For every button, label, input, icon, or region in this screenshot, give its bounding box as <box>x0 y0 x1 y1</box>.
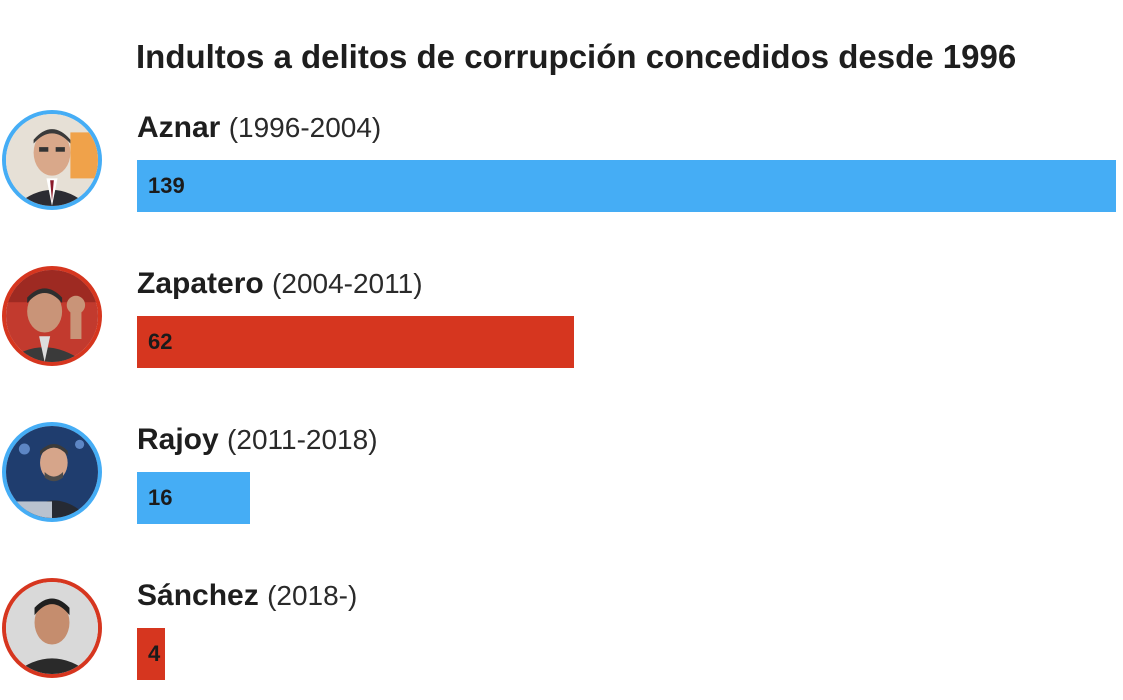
chart-row-sanchez: Sánchez (2018-) 4 <box>0 573 1123 693</box>
chart-title: Indultos a delitos de corrupción concedi… <box>136 38 1017 75</box>
period-aznar: (1996-2004) <box>228 112 382 143</box>
name-line-rajoy: Rajoy (2011-2018) <box>137 423 378 457</box>
period-zapatero: (2004-2011) <box>272 268 423 299</box>
name-line-sanchez: Sánchez (2018-) <box>137 579 357 613</box>
avatar-sanchez <box>2 578 102 678</box>
portrait-aznar-icon <box>6 114 98 206</box>
chart-row-aznar: Aznar (1996-2004) 139 <box>0 105 1123 225</box>
bar-label-aznar: 139 <box>148 173 185 198</box>
name-line-zapatero: Zapatero (2004-2011) <box>137 267 423 301</box>
avatar-rajoy <box>2 422 102 522</box>
bar-zapatero <box>137 316 574 368</box>
bar-sanchez <box>137 628 166 680</box>
name-line-aznar: Aznar (1996-2004) <box>137 111 381 145</box>
bar-label-sanchez: 4 <box>148 641 161 666</box>
name-aznar: Aznar <box>137 111 221 144</box>
name-sanchez: Sánchez <box>137 579 259 612</box>
portrait-zapatero-icon <box>6 270 98 362</box>
chart-row-rajoy: Rajoy (2011-2018) 16 <box>0 417 1123 537</box>
portrait-rajoy-icon <box>6 426 98 518</box>
chart-row-zapatero: Zapatero (2004-2011) 62 <box>0 261 1123 381</box>
avatar-aznar <box>2 110 102 210</box>
bar-aznar <box>137 160 1116 212</box>
bar-label-rajoy: 16 <box>148 485 173 510</box>
name-rajoy: Rajoy <box>137 423 219 456</box>
bar-label-zapatero: 62 <box>148 329 173 354</box>
period-rajoy: (2011-2018) <box>227 424 378 455</box>
portrait-sanchez-icon <box>6 582 98 674</box>
avatar-zapatero <box>2 266 102 366</box>
period-sanchez: (2018-) <box>267 580 358 611</box>
name-zapatero: Zapatero <box>137 267 264 300</box>
bar-rajoy <box>137 472 250 524</box>
